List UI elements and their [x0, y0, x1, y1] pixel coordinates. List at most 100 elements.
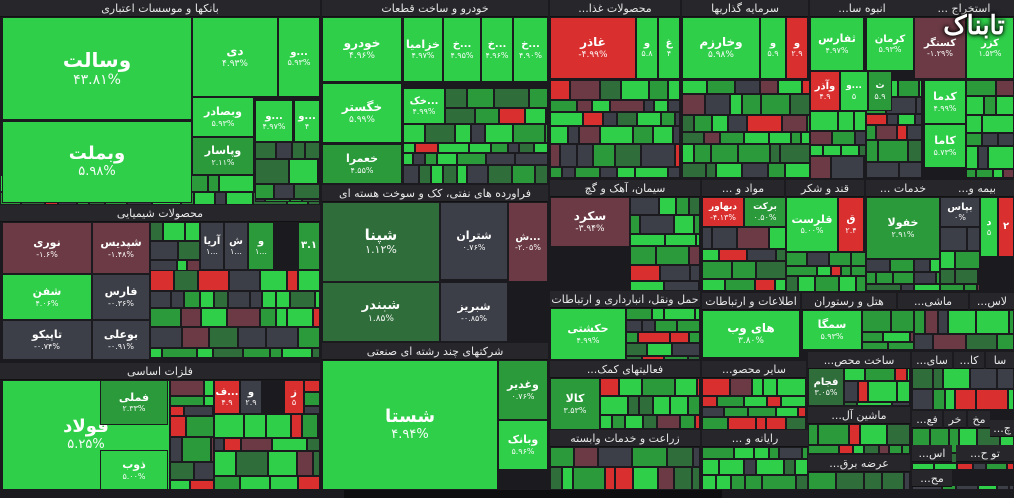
stock-tile-unlabeled[interactable] — [640, 215, 674, 234]
stock-tile-unlabeled[interactable] — [214, 414, 244, 438]
stock-tile-unlabeled[interactable] — [966, 96, 984, 115]
stock-tile[interactable]: شبندر ۱.۸۵% — [322, 282, 440, 342]
stock-tile-unlabeled[interactable] — [600, 167, 617, 178]
sector-header[interactable]: حمل ونقل، انبارداری و ارتباطات — [550, 291, 700, 308]
stock-tile-unlabeled[interactable] — [754, 447, 769, 459]
stock-tile[interactable]: و ۱... — [248, 222, 274, 270]
stock-tile-unlabeled[interactable] — [266, 327, 298, 348]
stock-tile-unlabeled[interactable] — [916, 97, 922, 114]
stock-tile-unlabeled[interactable] — [241, 438, 272, 451]
stock-tile-unlabeled[interactable] — [194, 462, 214, 480]
stock-tile-unlabeled[interactable] — [892, 402, 910, 406]
stock-tile-unlabeled[interactable] — [302, 414, 318, 438]
stock-tile-unlabeled[interactable] — [712, 115, 728, 132]
stock-tile-unlabeled[interactable] — [525, 108, 546, 124]
stock-tile-unlabeled[interactable] — [807, 252, 829, 266]
stock-tile-unlabeled[interactable] — [976, 169, 993, 178]
stock-tile-unlabeled[interactable] — [997, 368, 1014, 389]
stock-tile-unlabeled[interactable] — [682, 132, 704, 144]
stock-tile-unlabeled[interactable] — [302, 199, 320, 202]
stock-tile-unlabeled[interactable] — [630, 246, 656, 265]
stock-tile[interactable]: کالا ۳.۵۳% — [550, 378, 600, 430]
stock-tile[interactable]: شتران ۰.۷۶% — [440, 202, 508, 280]
stock-tile-unlabeled[interactable] — [244, 414, 266, 438]
stock-tile[interactable]: غاذر -۴.۹۹% — [550, 17, 636, 79]
stock-tile-unlabeled[interactable] — [600, 378, 619, 396]
stock-tile-unlabeled[interactable] — [560, 144, 577, 167]
stock-tile-unlabeled[interactable] — [270, 476, 298, 490]
stock-tile[interactable]: وخارزم ۵.۹۸% — [682, 17, 760, 79]
stock-tile-unlabeled[interactable] — [690, 265, 700, 281]
stock-tile-unlabeled[interactable] — [243, 348, 270, 358]
stock-tile-unlabeled[interactable] — [457, 153, 486, 165]
stock-tile-unlabeled[interactable] — [304, 392, 320, 406]
stock-tile-unlabeled[interactable] — [593, 144, 615, 167]
stock-tile-unlabeled[interactable] — [445, 88, 467, 108]
stock-tile-unlabeled[interactable] — [307, 438, 320, 451]
stock-tile-unlabeled[interactable] — [889, 445, 902, 454]
stock-tile-unlabeled[interactable] — [702, 417, 728, 430]
stock-tile-unlabeled[interactable] — [955, 269, 978, 284]
stock-tile[interactable]: خ... ۴.۹۵% — [443, 17, 481, 82]
stock-tile-unlabeled[interactable] — [260, 358, 270, 360]
stock-tile-unlabeled[interactable] — [1008, 389, 1014, 410]
stock-tile-unlabeled[interactable] — [668, 100, 680, 112]
sector-header[interactable]: فعالیتهای کمک... — [550, 361, 700, 378]
stock-tile-unlabeled[interactable] — [866, 125, 876, 140]
stock-tile-unlabeled[interactable] — [763, 378, 777, 396]
stock-tile-unlabeled[interactable] — [647, 343, 672, 356]
stock-tile-unlabeled[interactable] — [644, 100, 654, 112]
stock-tile[interactable]: ش ۱... — [224, 222, 248, 270]
stock-tile-unlabeled[interactable] — [982, 115, 1014, 133]
stock-tile-unlabeled[interactable] — [628, 396, 639, 415]
stock-tile-unlabeled[interactable] — [841, 266, 851, 276]
stock-tile-unlabeled[interactable] — [654, 100, 668, 112]
stock-tile-unlabeled[interactable] — [550, 467, 562, 490]
stock-tile-unlabeled[interactable] — [849, 424, 860, 445]
stock-tile-unlabeled[interactable] — [665, 234, 696, 246]
stock-tile-unlabeled[interactable] — [993, 169, 1003, 178]
stock-tile-unlabeled[interactable] — [859, 145, 866, 156]
stock-tile-unlabeled[interactable] — [184, 406, 213, 416]
stock-tile-unlabeled[interactable] — [798, 276, 815, 292]
stock-tile-unlabeled[interactable] — [287, 308, 313, 327]
stock-tile-unlabeled[interactable] — [957, 463, 973, 470]
stock-tile-unlabeled[interactable] — [853, 445, 864, 454]
stock-tile-unlabeled[interactable] — [712, 227, 737, 249]
stock-tile-unlabeled[interactable] — [469, 143, 491, 153]
stock-tile-unlabeled[interactable] — [680, 415, 695, 429]
stock-tile[interactable]: های وب ۳.۸۰% — [702, 310, 800, 358]
stock-tile-unlabeled[interactable] — [779, 447, 802, 459]
stock-tile-unlabeled[interactable] — [776, 407, 798, 417]
sector-header[interactable]: استخراج ... — [914, 0, 1014, 17]
stock-tile-unlabeled[interactable] — [966, 133, 982, 146]
stock-tile-unlabeled[interactable] — [831, 266, 841, 276]
stock-tile-unlabeled[interactable] — [719, 249, 747, 261]
stock-tile-unlabeled[interactable] — [178, 241, 200, 260]
bottom-scrollbar[interactable] — [344, 490, 722, 498]
stock-tile-unlabeled[interactable] — [226, 192, 253, 205]
stock-tile-unlabeled[interactable] — [899, 162, 922, 178]
stock-tile-unlabeled[interactable] — [615, 467, 633, 490]
stock-tile-unlabeled[interactable] — [674, 215, 694, 234]
stock-tile[interactable]: وآذر ۴.۹ — [810, 71, 840, 111]
stock-tile-unlabeled[interactable] — [756, 261, 786, 279]
stock-tile-unlabeled[interactable] — [982, 133, 998, 146]
stock-tile-unlabeled[interactable] — [777, 378, 806, 396]
stock-tile-unlabeled[interactable] — [702, 378, 730, 396]
stock-tile-unlabeled[interactable] — [841, 145, 859, 156]
stock-tile-unlabeled[interactable] — [694, 144, 711, 163]
stock-tile-unlabeled[interactable] — [879, 445, 889, 454]
stock-tile[interactable]: کرمان ۵.۹۳% — [866, 17, 914, 71]
stock-tile[interactable]: و ۲.۹ — [240, 380, 262, 414]
stock-tile-unlabeled[interactable] — [858, 381, 868, 402]
stock-tile-unlabeled[interactable] — [808, 472, 836, 490]
stock-tile[interactable]: خ... ۴.۹۶% — [481, 17, 513, 82]
stock-tile-unlabeled[interactable] — [664, 356, 688, 360]
stock-tile-unlabeled[interactable] — [550, 126, 568, 144]
stock-tile-unlabeled[interactable] — [626, 308, 652, 320]
stock-tile-unlabeled[interactable] — [866, 259, 890, 272]
stock-tile-unlabeled[interactable] — [967, 227, 980, 251]
stock-tile[interactable]: و... ۵ — [840, 71, 868, 111]
stock-tile-unlabeled[interactable] — [786, 252, 807, 266]
